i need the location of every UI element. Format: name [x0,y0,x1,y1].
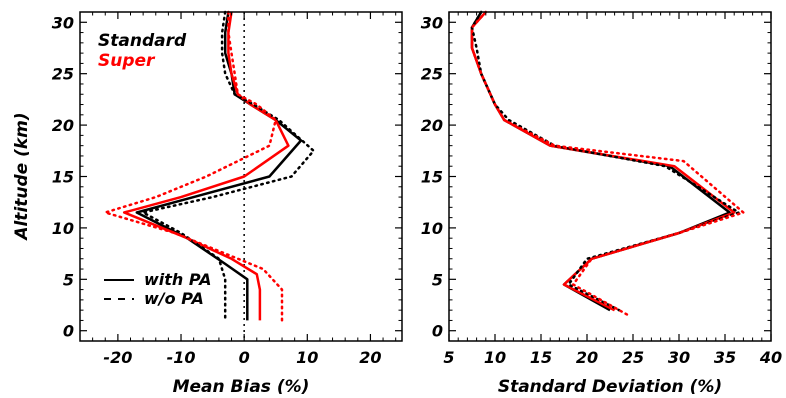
left-series-line-3 [104,10,284,322]
left-y-tick-label: 15 [52,168,74,187]
left-y-tick-label: 25 [52,65,74,84]
left-x-tick-label: 20 [359,348,381,367]
right-plot-frame [448,11,772,342]
left-ticks-group [79,11,402,342]
legend-label-wo-pa: w/o PA [144,289,204,308]
right-y-tick-label: 25 [421,65,443,84]
right-x-tick-label: 30 [668,348,690,367]
legend-label-with-pa: with PA [144,270,212,289]
legend: with PA w/o PA [104,270,212,308]
left-panel: -20 -10 0 10 20 0 5 10 15 20 25 30 Mean Bias (%) Al… [12,10,403,397]
left-y-tick-label: 20 [52,116,74,135]
right-ticks-group [448,11,772,342]
right-y-tick-label: 15 [421,168,443,187]
left-x-tick-label: 0 [239,348,250,367]
right-series-group [470,10,745,317]
right-x-tick-label: 25 [622,348,644,367]
right-x-tick-label: 5 [443,348,454,367]
left-y-tick-label: 5 [63,270,74,289]
left-y-axis-title: Altitude (km) [12,112,32,241]
right-x-tick-label: 40 [759,348,782,367]
left-series-line-0 [135,11,303,321]
right-y-tick-label: 30 [421,13,443,32]
right-y-tick-label: 5 [432,270,443,289]
right-x-tick-label: 20 [576,348,598,367]
left-labels-group: -20 -10 0 10 20 0 5 10 15 20 25 30 [52,13,382,367]
left-y-tick-label: 10 [52,219,74,238]
right-x-tick-label: 10 [484,348,506,367]
right-y-tick-label: 10 [421,219,443,238]
left-x-tick-label: -20 [103,348,132,367]
left-y-tick-label: 30 [52,13,74,32]
title-super: Super [98,51,156,71]
left-series-group [104,10,315,341]
left-series-line-2 [141,10,315,322]
left-y-tick-label: 0 [63,322,74,341]
title-standard: Standard [98,31,187,51]
right-series-line-0 [470,11,731,312]
left-x-axis-title: Mean Bias (%) [173,377,310,397]
right-series-line-2 [470,10,741,312]
right-x-tick-label: 15 [530,348,552,367]
right-x-tick-label: 35 [714,348,736,367]
right-series-line-1 [470,11,736,312]
right-series-line-3 [470,10,745,317]
left-series-line-1 [122,11,290,321]
right-y-tick-label: 0 [432,322,443,341]
left-x-tick-label: 10 [296,348,318,367]
left-x-tick-label: -10 [167,348,196,367]
right-y-tick-label: 20 [421,116,443,135]
right-x-axis-title: Standard Deviation (%) [498,377,722,397]
